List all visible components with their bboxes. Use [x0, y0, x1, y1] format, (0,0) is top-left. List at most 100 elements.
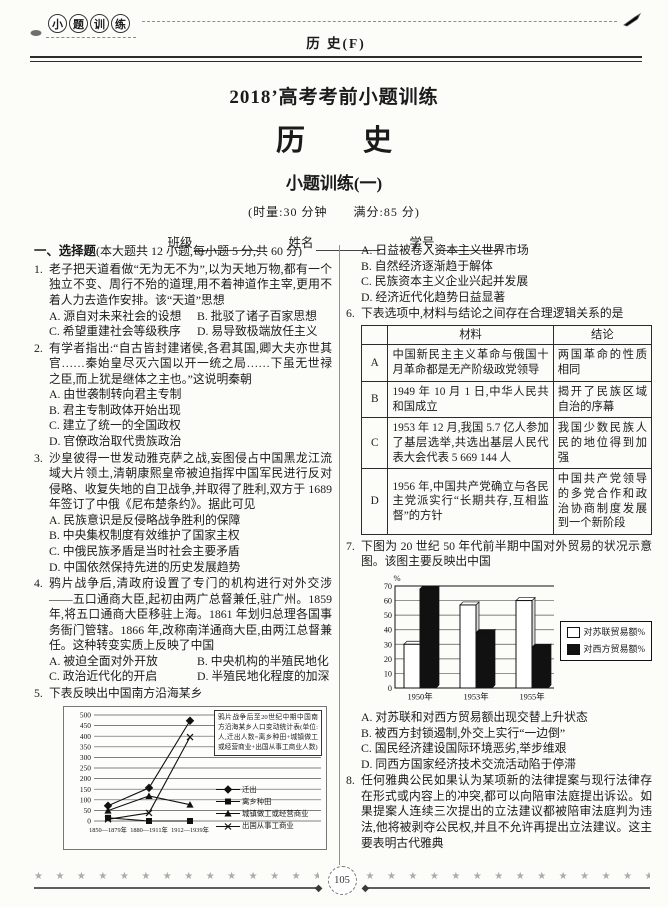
- question-8: 8. 任何雅典公民如果认为某项新的法律提案与现行法律存在形式或内容上的冲突,都可…: [346, 773, 652, 851]
- question-number: 6.: [346, 306, 355, 321]
- question-6: 6. 下表选项中,材料与结论之间存在合理逻辑关系的是 材料 结论 A 中国新民主主义革…: [346, 306, 653, 538]
- footer-star-line-left: ★ ★ ★ ★ ★ ★ ★ ★ ★ ★ ★ ★ ★ ★ ★ ★ ★ ◆: [34, 871, 323, 894]
- blank-line: [194, 237, 259, 251]
- question-stem: 沙皇彼得一世发动雅克萨之战,妄图侵占中国黑龙江流域大片领土,清朝康熙皇帝被迫指挥…: [49, 450, 332, 512]
- row-key: C: [360, 417, 389, 470]
- star-row: ★ ★ ★ ★ ★ ★ ★ ★ ★ ★ ★ ★ ★ ★ ★ ★ ★: [34, 871, 319, 882]
- badge-char: 题: [69, 14, 88, 33]
- series-title: 2018’高考考前小题训练: [229, 87, 439, 108]
- option-row: C. 政治近代化的开启 D. 半殖民地化程度的加深: [49, 669, 332, 685]
- q5-chart-area: 0 50 100 150 200 250 300 350 400 450 500 1850—1879年…: [49, 705, 332, 850]
- question-number: 7.: [346, 538, 355, 553]
- legend-item: 对西方贸易额%: [566, 643, 646, 656]
- option-a: A. 对苏联和对西方贸易额出现交替上升状态: [361, 710, 588, 724]
- row-key: D: [360, 468, 389, 535]
- legend-item: 城镇做工或经营商业: [216, 809, 309, 819]
- right-column: A. 日益被卷入资本主义世界市场 B. 自然经济逐渐趋于解体 C. 民族资本主义企业…: [346, 243, 653, 873]
- question-number: 4.: [34, 576, 43, 591]
- svg-text:70: 70: [384, 582, 392, 591]
- option-b: B. 君主专制政体开始出现: [49, 402, 181, 417]
- option-row: D. 中国依然保持先进的历史发展趋势: [49, 560, 332, 576]
- option-a: A. 被迫全面对外开放: [49, 653, 158, 668]
- legend-item: 离乡种田: [216, 797, 309, 807]
- page-footer: ★ ★ ★ ★ ★ ★ ★ ★ ★ ★ ★ ★ ★ ★ ★ ★ ★ ◆ 105 …: [34, 866, 650, 895]
- table-header: 结论: [552, 324, 653, 346]
- option-row: C. 民族资本主义企业兴起并发展: [361, 274, 652, 290]
- question-7: 7. 下图为 20 世纪 50 年代前半期中国对外贸易的状况示意图。该图主要反映…: [346, 539, 652, 772]
- row-key: B: [360, 380, 389, 419]
- option-a: A. 民族意识是反侵略战争胜利的保障: [49, 512, 241, 527]
- svg-text:1953年: 1953年: [463, 692, 488, 702]
- option-c: C. 中俄民族矛盾是当时社会主要矛盾: [49, 543, 240, 558]
- chart-legend: 迁出 离乡种田 城镇做工或经营商业 出国从事工商业: [216, 785, 309, 832]
- option-row: A. 由世袭制转向君主专制: [49, 387, 332, 403]
- option-row: D. 同西方国家经济技术交流活动陷于停滞: [361, 757, 652, 773]
- option-row: D. 经济近代化趋势日益显著: [361, 290, 652, 306]
- question-2: 2. 有学者指出:“自古皆封建诸侯,各君其国,卿大夫亦世其官……秦始皇尽灭六国以…: [34, 341, 332, 450]
- option-a: A. 源自对未来社会的设想: [49, 308, 182, 323]
- conclusion-cell: 揭开了民族区域自治的序幕: [552, 380, 653, 419]
- legend-item: 对苏联贸易额%: [566, 626, 646, 639]
- question-number: 8.: [346, 773, 355, 788]
- option-d: D. 半殖民地化程度的加深: [197, 669, 330, 684]
- legend-label: 出国从事工商业: [242, 821, 294, 831]
- svg-text:350: 350: [80, 742, 91, 751]
- question-stem: 下图为 20 世纪 50 年代前半期中国对外贸易的状况示意图。该图主要反映出中国: [361, 538, 652, 569]
- exam-meta: (时量:30 分钟 满分:85 分): [248, 205, 420, 219]
- field-label: 姓名: [288, 236, 314, 250]
- section-heading: 一、选择题(本大题共 12 小题,每小题 5 分,共 60 分): [34, 244, 302, 258]
- table-header: 材料: [387, 324, 554, 346]
- question-3: 3. 沙皇彼得一世发动雅克萨之战,妄图侵占中国黑龙江流域大片领土,清朝康熙皇帝被…: [34, 451, 332, 576]
- question-number: 5.: [34, 686, 43, 701]
- option-d: D. 中国依然保持先进的历史发展趋势: [49, 559, 241, 574]
- svg-text:1950年: 1950年: [407, 692, 432, 702]
- badge-char: 训: [90, 14, 109, 33]
- svg-text:%: %: [393, 574, 400, 583]
- header-rule: [30, 56, 642, 62]
- svg-text:500: 500: [80, 710, 91, 719]
- student-fields: 班级 姓名 学号: [0, 232, 668, 251]
- option-row: A. 民族意识是反侵略战争胜利的保障: [49, 513, 332, 529]
- option-d: D. 经济近代化趋势日益显著: [361, 289, 506, 304]
- material-cell: 1956 年,中国共产党确立与各民主党派实行“长期共存,互相监督”的方针: [387, 468, 554, 535]
- question-number: 2.: [34, 340, 43, 355]
- option-row: A. 对苏联和对西方贸易额出现交替上升状态: [361, 710, 652, 726]
- table-row: C 1953 年 12 月,我国 5.7 亿人参加了基层选举,共选出基层人民代表大…: [360, 417, 653, 470]
- option-c: C. 建立了统一的全国政权: [49, 418, 181, 433]
- option-a: A. 由世袭制转向君主专制: [49, 387, 182, 402]
- option-row: D. 官僚政治取代贵族政治: [49, 434, 332, 450]
- material-cell: 1953 年 12 月,我国 5.7 亿人参加了基层选举,共选出基层人民代表大会…: [387, 417, 554, 470]
- option-row: C. 国民经济建设国际环境恶劣,举步维艰: [361, 741, 652, 757]
- diamond-icon: ◆: [361, 883, 370, 894]
- option-d: D. 官僚政治取代贵族政治: [49, 434, 182, 449]
- svg-text:50: 50: [384, 611, 392, 620]
- svg-text:1912—1939年: 1912—1939年: [171, 825, 209, 834]
- legend-label: 对苏联贸易额%: [583, 626, 646, 637]
- conclusion-cell: 我国少数民族人民的地位得到加强: [552, 417, 653, 470]
- student-field: 姓名: [288, 232, 380, 251]
- legend-label: 对西方贸易额%: [583, 643, 646, 654]
- header-dash-line: [142, 20, 617, 22]
- option-c: C. 国民经济建设国际环境恶劣,举步维艰: [361, 741, 567, 756]
- table-row: B 1949 年 10 月 1 日,中华人民共和国成立 揭开了民族区域自治的序幕: [360, 380, 653, 419]
- option-d: D. 同西方国家经济技术交流活动陷于停滞: [361, 756, 576, 771]
- footer-star-line-right: ◆ ★ ★ ★ ★ ★ ★ ★ ★ ★ ★ ★ ★ ★ ★ ★ ★ ★: [362, 871, 650, 894]
- question-stem: 下表反映出中国南方沿海某乡: [49, 686, 203, 701]
- option-b: B. 中央机构的半殖民地化: [197, 653, 329, 668]
- question-4: 4. 鸦片战争后,清政府设置了专门的机构进行对外交涉——五口通商大臣,起初由两广…: [34, 576, 332, 685]
- svg-text:450: 450: [80, 721, 91, 730]
- question-number: 1.: [34, 261, 43, 276]
- option-b: B. 批驳了诸子百家思想: [197, 308, 317, 323]
- svg-text:0: 0: [388, 684, 392, 693]
- header-subject: 历 史(F): [306, 36, 366, 51]
- q7-bar-chart: 0 10 20 30 40 50 60 70% 1950年 1953年 1955年 对苏联贸易额% 对…: [371, 574, 652, 708]
- option-row: A. 被迫全面对外开放 B. 中央机构的半殖民地化: [49, 654, 332, 670]
- page-header: 小 题 训 练 历 史(F): [0, 0, 668, 62]
- legend-item: 出国从事工商业: [216, 821, 309, 831]
- option-row: A. 源自对未来社会的设想 B. 批驳了诸子百家思想: [49, 309, 332, 325]
- series-badge: 小 题 训 练: [46, 14, 136, 38]
- column-divider: [339, 245, 340, 865]
- svg-text:20: 20: [384, 655, 392, 664]
- svg-text:0: 0: [87, 816, 91, 825]
- question-5: 5. 下表反映出中国南方沿海某乡 0 50 100 150 200 250 300 350 40…: [34, 686, 332, 852]
